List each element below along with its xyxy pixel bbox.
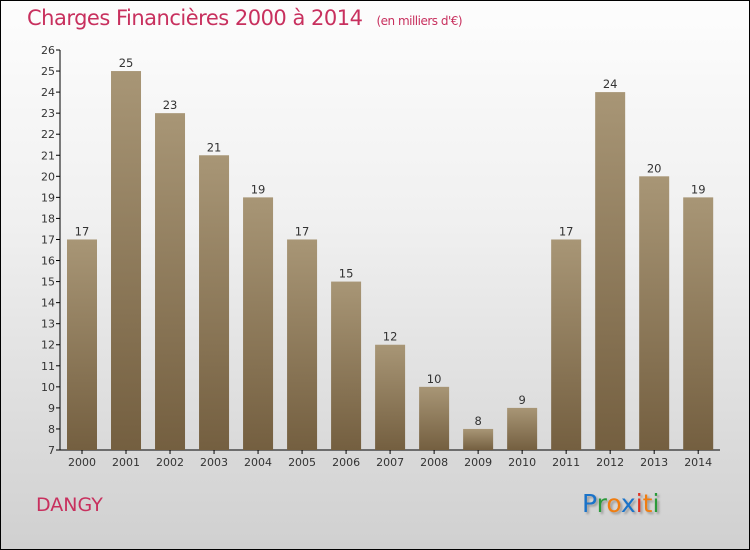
y-tick-label: 21 <box>41 149 55 162</box>
y-tick-label: 8 <box>48 423 55 436</box>
data-label: 20 <box>647 161 662 175</box>
bar <box>287 239 318 450</box>
y-tick-label: 20 <box>41 170 55 183</box>
data-label: 19 <box>251 182 266 196</box>
x-tick-label: 2000 <box>68 456 96 469</box>
data-label: 8 <box>474 414 481 428</box>
data-label: 21 <box>207 140 222 154</box>
bar <box>67 239 97 450</box>
bar <box>155 113 186 450</box>
y-tick-label: 18 <box>41 212 55 225</box>
bar <box>199 155 230 450</box>
y-tick-label: 11 <box>41 360 55 373</box>
data-label: 19 <box>691 182 706 196</box>
y-tick-label: 24 <box>41 86 55 99</box>
bar <box>639 176 670 450</box>
x-tick-label: 2008 <box>420 456 448 469</box>
x-tick-label: 2004 <box>244 456 272 469</box>
logo-letter: o <box>606 489 621 518</box>
bar <box>419 386 450 450</box>
logo-letter: i <box>652 489 660 518</box>
data-label: 17 <box>295 224 310 238</box>
x-tick-label: 2014 <box>684 456 712 469</box>
y-tick-label: 25 <box>41 65 55 78</box>
x-tick-label: 2006 <box>332 456 360 469</box>
logo-letter: P <box>582 489 597 518</box>
x-tick-label: 2011 <box>552 456 580 469</box>
x-tick-label: 2009 <box>464 456 492 469</box>
data-label: 9 <box>518 393 525 407</box>
bar <box>507 407 538 450</box>
bar <box>683 197 714 450</box>
bar <box>463 428 494 450</box>
data-label: 23 <box>163 98 178 112</box>
y-tick-label: 12 <box>41 339 55 352</box>
y-tick-label: 7 <box>48 444 55 457</box>
proxiti-logo: Proxiti <box>582 489 659 518</box>
y-tick-label: 22 <box>41 128 55 141</box>
data-label: 10 <box>427 372 442 386</box>
bar <box>331 281 362 450</box>
title-text: Charges Financières 2000 à 2014 <box>27 6 363 30</box>
logo-letter: t <box>642 489 653 518</box>
data-label: 17 <box>75 224 90 238</box>
bar <box>243 197 274 450</box>
data-label: 24 <box>603 77 618 91</box>
y-tick-label: 14 <box>41 297 55 310</box>
chart-title: Charges Financières 2000 à 2014 (en milli… <box>27 6 463 30</box>
y-tick-label: 13 <box>41 318 55 331</box>
bar <box>111 71 142 450</box>
x-tick-label: 2001 <box>112 456 140 469</box>
bar <box>375 344 406 450</box>
y-tick-label: 15 <box>41 276 55 289</box>
data-label: 12 <box>383 330 398 344</box>
y-tick-label: 9 <box>48 402 55 415</box>
logo-letter: i <box>635 489 643 518</box>
x-tick-label: 2007 <box>376 456 404 469</box>
logo-letter: x <box>620 489 636 518</box>
chart-subtitle: (en milliers d'€) <box>376 14 463 28</box>
x-tick-label: 2012 <box>596 456 624 469</box>
bar <box>551 239 582 450</box>
x-tick-label: 2005 <box>288 456 316 469</box>
x-tick-label: 2013 <box>640 456 668 469</box>
bar <box>595 92 626 451</box>
logo-letter: r <box>596 489 607 518</box>
y-tick-label: 23 <box>41 107 55 120</box>
y-tick-label: 19 <box>41 191 55 204</box>
y-tick-label: 16 <box>41 255 55 268</box>
data-label: 15 <box>339 267 354 281</box>
y-tick-label: 26 <box>41 44 55 57</box>
data-label: 25 <box>119 56 134 70</box>
x-tick-label: 2002 <box>156 456 184 469</box>
town-name: DANGY <box>36 494 103 516</box>
y-tick-label: 10 <box>41 381 55 394</box>
data-label: 17 <box>559 224 574 238</box>
x-tick-label: 2003 <box>200 456 228 469</box>
x-tick-label: 2010 <box>508 456 536 469</box>
y-tick-label: 17 <box>41 233 55 246</box>
